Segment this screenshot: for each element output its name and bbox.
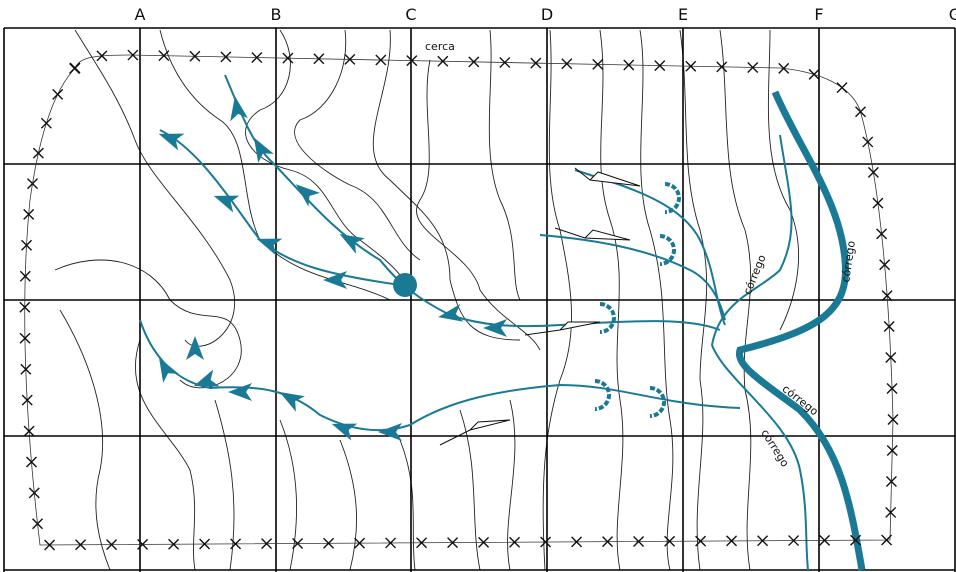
erosion-mark (665, 184, 679, 212)
erosion-mark (660, 236, 674, 264)
fence-post (53, 89, 63, 99)
stream (575, 170, 725, 325)
fence-post (868, 167, 878, 177)
column-label: B (271, 5, 282, 24)
flow-arrow (226, 95, 248, 122)
flow-arrow (156, 125, 185, 150)
fence-post (873, 198, 883, 208)
column-label: G (949, 5, 956, 24)
flow-arrow (290, 177, 320, 206)
fence-post (856, 107, 866, 117)
wind-arrow (440, 420, 510, 445)
erosion-mark (600, 304, 614, 332)
fence-post (809, 69, 819, 79)
fence-post (33, 148, 43, 158)
flow-arrow (228, 383, 252, 401)
erosion-mark (595, 381, 609, 409)
flow-icons (151, 95, 679, 445)
column-label: A (135, 5, 146, 24)
flow-arrow (186, 336, 204, 360)
flow-arrow (483, 319, 507, 337)
stream (225, 75, 720, 330)
stream (140, 320, 740, 430)
flow-arrow (191, 369, 220, 394)
flow-arrow (275, 384, 305, 412)
fence-post (70, 63, 80, 73)
stream (160, 130, 400, 285)
fence-label: cerca (425, 40, 455, 53)
wind-arrow (575, 168, 640, 186)
flow-arrow (151, 353, 179, 383)
column-label: C (405, 5, 416, 24)
fence-post (837, 83, 847, 93)
map: ABCDEFG cerca córrego córrego córrego có… (0, 0, 956, 572)
stream (712, 135, 808, 570)
flow-arrow (378, 423, 402, 441)
stream-label: córrego (758, 427, 791, 470)
column-label: E (678, 5, 688, 24)
fence-post (28, 179, 38, 189)
column-label: F (814, 5, 823, 24)
fence-post (41, 118, 51, 128)
column-label: D (541, 5, 553, 24)
flow-arrow (437, 304, 464, 326)
stream-label: córrego (741, 253, 769, 297)
fence-post (863, 137, 873, 147)
stream (540, 235, 725, 320)
erosion-mark (650, 388, 664, 416)
pond (393, 273, 417, 297)
